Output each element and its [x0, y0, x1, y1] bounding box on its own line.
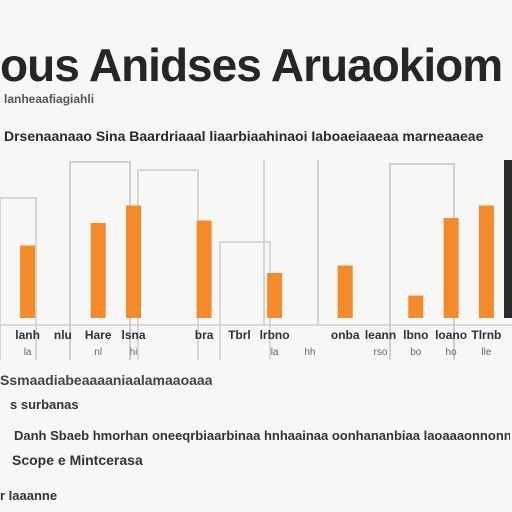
tick-label-13: Tlrnb [471, 328, 501, 342]
chart-subtitle: lanheaafiagiahli [4, 92, 95, 106]
tick-label-9: onba [331, 328, 360, 342]
tick-sublabel-0: la [24, 347, 32, 358]
tick-label-6: Tbrl [228, 328, 251, 342]
bar-2 [90, 223, 106, 318]
tick-sublabel-3: hi [130, 347, 138, 358]
tick-label-7: lrbno [260, 328, 290, 342]
tick-label-3: lsna [121, 328, 145, 342]
tick-label-1: nlu [54, 328, 72, 342]
tick-label-5: bra [195, 328, 214, 342]
bar-0 [20, 245, 36, 318]
bar-13 [478, 205, 494, 318]
chart-title: ous Anidses Aruaokiom [0, 39, 503, 91]
edge-dark-bar [504, 160, 512, 318]
note-line-5: r Iaaanne [0, 488, 58, 503]
note-line-1: Ssmaadiabeaaaaniaalamaaoaaa [0, 372, 213, 388]
tick-label-12: loano [435, 328, 467, 342]
bar-7 [267, 273, 283, 318]
bar-chart: lanh la nlu Hare nl lsna hi bra Tbrl lrbno la hh onb… [0, 160, 512, 360]
tick-label-0: lanh [15, 328, 40, 342]
tick-sublabel-8: hh [304, 347, 315, 358]
bar-5 [196, 220, 212, 318]
tick-sublabel-12: ho [446, 347, 458, 358]
tick-label-10: leann [365, 328, 396, 342]
legend-text: Drsenaanaao Sina Baardriaaal liaarbiaahi… [4, 128, 484, 144]
bar-12 [443, 218, 459, 318]
note-line-2: s surbanas [10, 397, 79, 412]
tick-sublabel-10: rso [374, 347, 388, 358]
tick-sublabel-2: nl [94, 347, 102, 358]
note-line-3: Danh Sbaeb hmorhan oneeqrbiaarbinaa hnha… [14, 428, 510, 443]
note-line-4: Scope e Mintcerasa [12, 452, 143, 468]
tick-sublabel-7: la [271, 347, 279, 358]
bar-11 [408, 295, 424, 318]
tick-sublabel-13: lle [481, 347, 491, 358]
tick-label-11: lbno [403, 328, 428, 342]
bar-9 [337, 265, 353, 318]
bar-3 [126, 205, 141, 318]
tick-label-2: Hare [85, 328, 112, 342]
tick-sublabel-11: bo [410, 347, 422, 358]
